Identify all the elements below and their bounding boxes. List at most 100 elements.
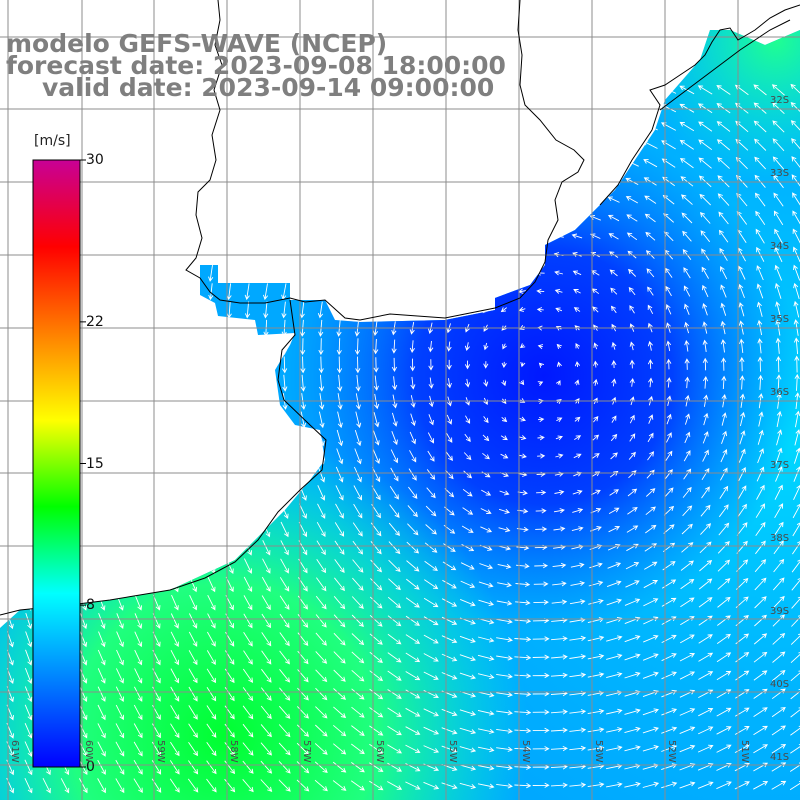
wind-arrow: [189, 283, 196, 301]
wind-arrow: [423, 726, 440, 735]
colorbar-tick-label: 0: [86, 759, 95, 775]
wind-arrow: [25, 612, 33, 630]
wind-arrow: [369, 651, 383, 664]
wind-arrow: [207, 100, 216, 117]
wind-arrow: [351, 156, 364, 171]
wind-arrow: [605, 122, 622, 130]
wind-arrow: [757, 448, 765, 464]
wind-arrow: [627, 488, 638, 497]
wind-arrow: [264, 411, 270, 429]
wind-arrow: [697, 781, 714, 789]
wind-arrow: [610, 452, 618, 460]
wind-arrow: [443, 195, 455, 204]
wind-arrow: [483, 416, 489, 424]
wind-arrow: [171, 301, 178, 319]
wind-arrow: [135, 283, 141, 301]
wind-arrow: [789, 780, 800, 791]
wind-arrow: [774, 282, 782, 299]
wind-arrow: [793, 264, 800, 281]
wind-arrow: [790, 669, 800, 682]
wind-arrow: [629, 414, 635, 424]
wind-arrow: [423, 781, 440, 790]
wind-arrow: [409, 303, 415, 317]
wind-arrow: [334, 540, 345, 555]
wind-arrow: [170, 118, 179, 135]
wind-arrow: [226, 503, 234, 520]
wind-arrow: [409, 267, 416, 280]
wind-arrow: [209, 448, 215, 465]
wind-arrow: [702, 303, 708, 316]
wind-arrow: [532, 709, 550, 715]
wind-arrow: [776, 429, 783, 446]
wind-arrow: [643, 580, 659, 589]
wind-arrow: [388, 193, 400, 207]
wind-arrow: [702, 376, 709, 389]
wind-arrow: [189, 210, 196, 227]
wind-arrow: [665, 450, 673, 461]
wind-arrow: [550, 727, 568, 733]
wind-arrow: [153, 503, 161, 520]
wind-arrow: [593, 415, 599, 423]
wind-arrow: [208, 265, 214, 282]
wind-arrow: [593, 342, 599, 350]
wind-arrow: [514, 636, 532, 642]
wind-arrow: [407, 523, 419, 536]
wind-arrow: [98, 210, 104, 227]
wind-arrow: [501, 380, 507, 387]
wind-arrow: [574, 416, 581, 422]
wind-arrow: [423, 708, 439, 717]
longitude-label: 57W: [301, 740, 312, 763]
wind-arrow: [755, 540, 766, 555]
wind-arrow: [188, 613, 198, 629]
wind-arrow: [568, 86, 586, 92]
wind-arrow: [684, 303, 690, 315]
wind-arrow: [647, 304, 654, 315]
wind-arrow: [25, 301, 31, 319]
wind-arrow: [224, 723, 235, 738]
longitude-label: 59W: [155, 740, 166, 763]
wind-arrow: [500, 435, 508, 441]
wind-arrow: [605, 708, 623, 715]
wind-arrow: [170, 741, 180, 757]
wind-arrow: [227, 356, 233, 374]
wind-arrow: [171, 521, 179, 538]
wind-arrow: [720, 467, 728, 481]
wind-arrow: [532, 782, 550, 788]
wind-arrow: [171, 283, 177, 301]
wind-arrow: [441, 745, 458, 753]
wind-arrow: [538, 362, 545, 368]
wind-arrow: [624, 140, 640, 149]
wind-arrow: [459, 635, 476, 643]
colorbar: [32, 159, 86, 768]
wind-arrow: [718, 211, 729, 225]
longitude-label: 60W: [83, 740, 94, 763]
wind-arrow: [496, 618, 513, 624]
wind-arrow: [116, 191, 122, 209]
wind-arrow: [405, 744, 421, 754]
wind-arrow: [442, 561, 457, 571]
latitude-label: 36S: [770, 387, 790, 398]
wind-arrow: [153, 521, 161, 538]
wind-arrow: [316, 192, 326, 208]
wind-arrow: [776, 410, 782, 428]
wind-arrow: [317, 265, 324, 282]
wind-arrow: [97, 118, 105, 136]
wind-arrow: [317, 466, 326, 483]
wind-arrow: [369, 688, 384, 700]
wind-arrow: [136, 448, 142, 465]
wind-arrow: [572, 489, 583, 495]
wind-arrow: [534, 233, 546, 239]
colorbar-tick-label: 30: [86, 152, 104, 168]
wind-arrow: [260, 760, 273, 774]
wind-arrow: [296, 706, 309, 719]
wind-arrow: [772, 577, 785, 591]
wind-arrow: [605, 86, 622, 93]
wind-arrow: [333, 724, 347, 737]
wind-arrow: [550, 672, 568, 678]
wind-arrow: [477, 746, 495, 753]
wind-arrow: [477, 673, 495, 680]
wind-arrow: [514, 746, 532, 752]
wind-arrow: [554, 288, 563, 294]
wind-arrow: [758, 411, 764, 427]
wind-arrow: [318, 338, 324, 356]
